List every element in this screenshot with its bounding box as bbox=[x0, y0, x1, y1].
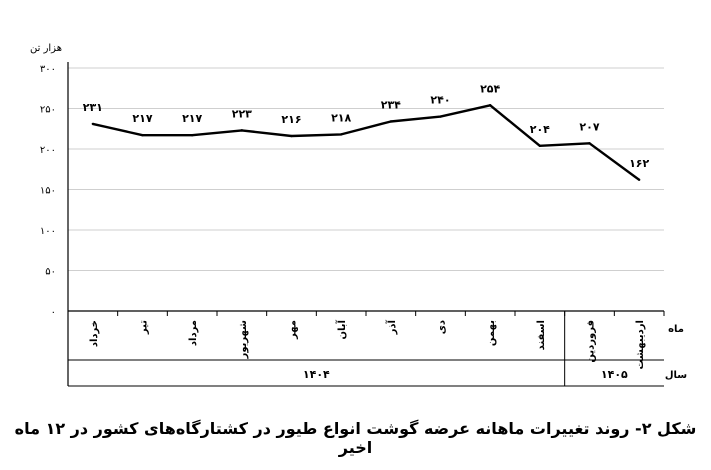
data-point bbox=[141, 134, 144, 137]
data-label: ۲۰۷ bbox=[579, 120, 599, 133]
x-tick-labels: خرداد تیر مرداد شهریور مهر آبان آذر دی بهمن اسفند… bbox=[89, 319, 684, 369]
y-tick-label: ۲۵۰ bbox=[40, 105, 56, 116]
y-tick-label: ۲۰۰ bbox=[40, 145, 56, 156]
x-category-label: فروردین bbox=[586, 320, 597, 363]
data-label: ۲۱۶ bbox=[281, 113, 301, 126]
data-point bbox=[240, 129, 244, 132]
x-category-label: شهریور bbox=[238, 320, 249, 360]
data-point bbox=[637, 178, 641, 181]
data-label: ۲۵۴ bbox=[480, 82, 500, 95]
data-point bbox=[290, 134, 293, 138]
data-label: ۲۱۷ bbox=[182, 112, 202, 125]
data-point bbox=[488, 104, 492, 107]
y-tick-label: ۱۵۰ bbox=[40, 186, 56, 197]
gridlines bbox=[68, 67, 664, 271]
data-point bbox=[339, 133, 343, 136]
x-category-label: خرداد bbox=[89, 320, 100, 347]
series-line bbox=[91, 104, 641, 181]
x-category-label: اسفند bbox=[536, 320, 547, 350]
x-category-label: مرداد bbox=[188, 320, 199, 346]
x-category-label: آبان bbox=[335, 319, 348, 339]
y-tick-label: ۳۰۰ bbox=[40, 64, 56, 75]
data-labels: ۲۳۱ ۲۱۷ ۲۱۷ ۲۲۳ ۲۱۶ ۲۱۸ ۲۳۴ ۲۴۰ ۲۵۴ ۲۰۴ ۲۰۷ ۱۶۲ bbox=[83, 82, 650, 170]
data-point bbox=[190, 134, 194, 137]
y-unit-label: هزار تن bbox=[30, 43, 62, 54]
x-category-label: اردیبهشت bbox=[635, 320, 646, 370]
year-row-label: سال bbox=[665, 370, 687, 381]
x-category-label: آذر bbox=[385, 319, 398, 335]
data-point bbox=[439, 115, 442, 118]
data-label: ۲۴۰ bbox=[430, 94, 450, 107]
data-label: ۲۳۴ bbox=[381, 98, 401, 111]
data-point bbox=[538, 144, 542, 147]
year-label: ۱۴۰۴ bbox=[303, 368, 330, 381]
data-label: ۲۰۴ bbox=[530, 123, 550, 136]
data-point bbox=[588, 142, 591, 145]
x-category-label: مهر bbox=[288, 320, 299, 340]
x-category-label: دی bbox=[437, 320, 448, 334]
data-label: ۲۱۸ bbox=[331, 111, 351, 124]
year-label: ۱۴۰۵ bbox=[601, 368, 628, 381]
figure-caption: شکل ۲- روند تغییرات ماهانه عرضه گوشت انو… bbox=[14, 419, 697, 457]
series-line-path bbox=[92, 104, 640, 181]
data-label: ۲۱۷ bbox=[132, 112, 152, 125]
month-row-label: ماه bbox=[668, 324, 684, 335]
y-tick-label: ۱۰۰ bbox=[40, 226, 56, 237]
x-category-label: تیر bbox=[139, 320, 150, 335]
y-tick-label: ۵۰ bbox=[45, 267, 56, 278]
data-label: ۱۶۲ bbox=[629, 157, 649, 170]
data-label: ۲۲۳ bbox=[232, 107, 252, 120]
data-point bbox=[91, 122, 95, 126]
y-tick-label: ۰ bbox=[51, 307, 56, 318]
data-label: ۲۳۱ bbox=[83, 101, 103, 114]
year-row: ۱۴۰۴ ۱۴۰۵ سال bbox=[303, 311, 687, 386]
x-category-label: بهمن bbox=[486, 320, 497, 346]
data-point bbox=[389, 120, 393, 123]
